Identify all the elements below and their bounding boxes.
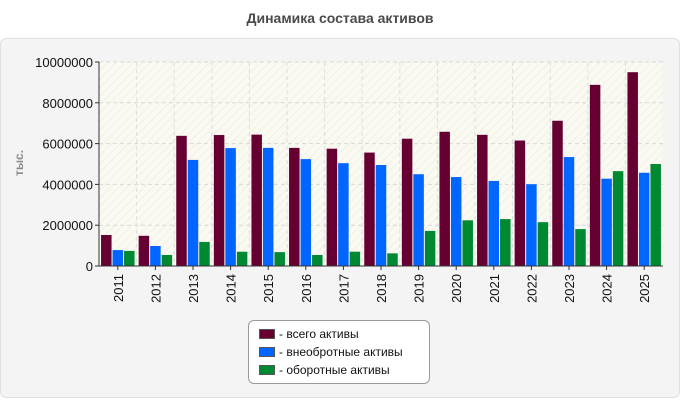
bar [387, 253, 398, 266]
x-tick-label: 2011 [111, 274, 126, 302]
y-tick-label: 6000000 [42, 137, 93, 152]
bar [338, 163, 349, 266]
bar [462, 220, 473, 266]
bar [514, 140, 526, 266]
x-tick-label: 2025 [637, 274, 652, 303]
legend-swatch [259, 365, 275, 375]
y-axis-label: тыс. [12, 150, 26, 176]
y-tick-label: 10000000 [35, 55, 93, 70]
bar [413, 174, 424, 266]
bar [575, 229, 586, 266]
bar [199, 241, 210, 266]
chart-title: Динамика состава активов [246, 10, 434, 26]
y-tick-label: 4000000 [42, 177, 93, 192]
x-tick-label: 2020 [449, 274, 464, 303]
bar [300, 159, 312, 266]
legend-label: - всего активы [279, 327, 359, 341]
bar [424, 230, 436, 266]
bar [124, 250, 135, 266]
bar [251, 134, 262, 266]
bar [439, 131, 450, 266]
x-ticks: 2011 2012 2013 2014 2015 2016 2017 2018 2019 2020… [111, 274, 652, 303]
x-tick-label: 2014 [224, 274, 239, 303]
bar [537, 222, 549, 266]
x-tick-label: 2016 [299, 274, 314, 303]
legend-label: - внеобротные активы [279, 345, 403, 359]
x-tick-label: 2012 [148, 274, 163, 303]
x-tick-label: 2019 [412, 274, 427, 303]
bar [488, 180, 500, 266]
bar [138, 235, 150, 266]
y-tick-label: 2000000 [42, 218, 93, 233]
x-tick-label: 2021 [487, 274, 502, 303]
legend-swatch [259, 347, 275, 357]
bar [500, 219, 511, 266]
bar [477, 134, 488, 266]
x-tick-label: 2015 [261, 274, 276, 303]
bar [112, 250, 124, 266]
bars [101, 72, 661, 267]
bar [225, 148, 236, 266]
bar [627, 72, 638, 266]
bar [364, 152, 375, 266]
x-tick-label: 2024 [600, 274, 615, 303]
legend-label: - оборотные активы [279, 363, 390, 377]
x-tick-label: 2018 [374, 274, 389, 303]
bar [526, 184, 537, 266]
bar [612, 171, 624, 266]
legend: - всего активы - внеобротные активы - об… [248, 320, 430, 384]
y-tick-label: 0 [86, 259, 93, 274]
x-tick-label: 2022 [524, 274, 539, 303]
legend-item: - внеобротные активы [259, 344, 403, 360]
bar [450, 177, 462, 266]
bar [326, 148, 338, 266]
legend-swatch [259, 329, 275, 339]
legend-item: - оборотные активы [259, 362, 390, 378]
bar [349, 251, 361, 266]
bar [375, 165, 387, 266]
bar [187, 159, 199, 266]
bar [650, 164, 661, 266]
bar [274, 252, 285, 266]
x-tick-label: 2023 [562, 274, 577, 303]
bar [236, 251, 248, 266]
bar [401, 138, 413, 266]
legend-item: - всего активы [259, 326, 359, 342]
bar [161, 254, 173, 266]
bar [601, 178, 612, 266]
y-ticks: 0 2000000 4000000 6000000 8000000 10000000 [35, 55, 93, 274]
bar [213, 135, 225, 266]
bar [262, 147, 274, 266]
bar [312, 254, 323, 266]
bar [176, 135, 187, 266]
bar [563, 157, 575, 266]
x-tick-label: 2017 [336, 274, 351, 303]
bar [150, 246, 161, 266]
bar [552, 120, 563, 266]
bar [101, 234, 112, 266]
bar [589, 84, 601, 267]
y-tick-label: 8000000 [42, 96, 93, 111]
axes [95, 61, 663, 270]
x-tick-label: 2013 [186, 274, 201, 303]
bar [638, 172, 650, 266]
bar [289, 147, 300, 266]
